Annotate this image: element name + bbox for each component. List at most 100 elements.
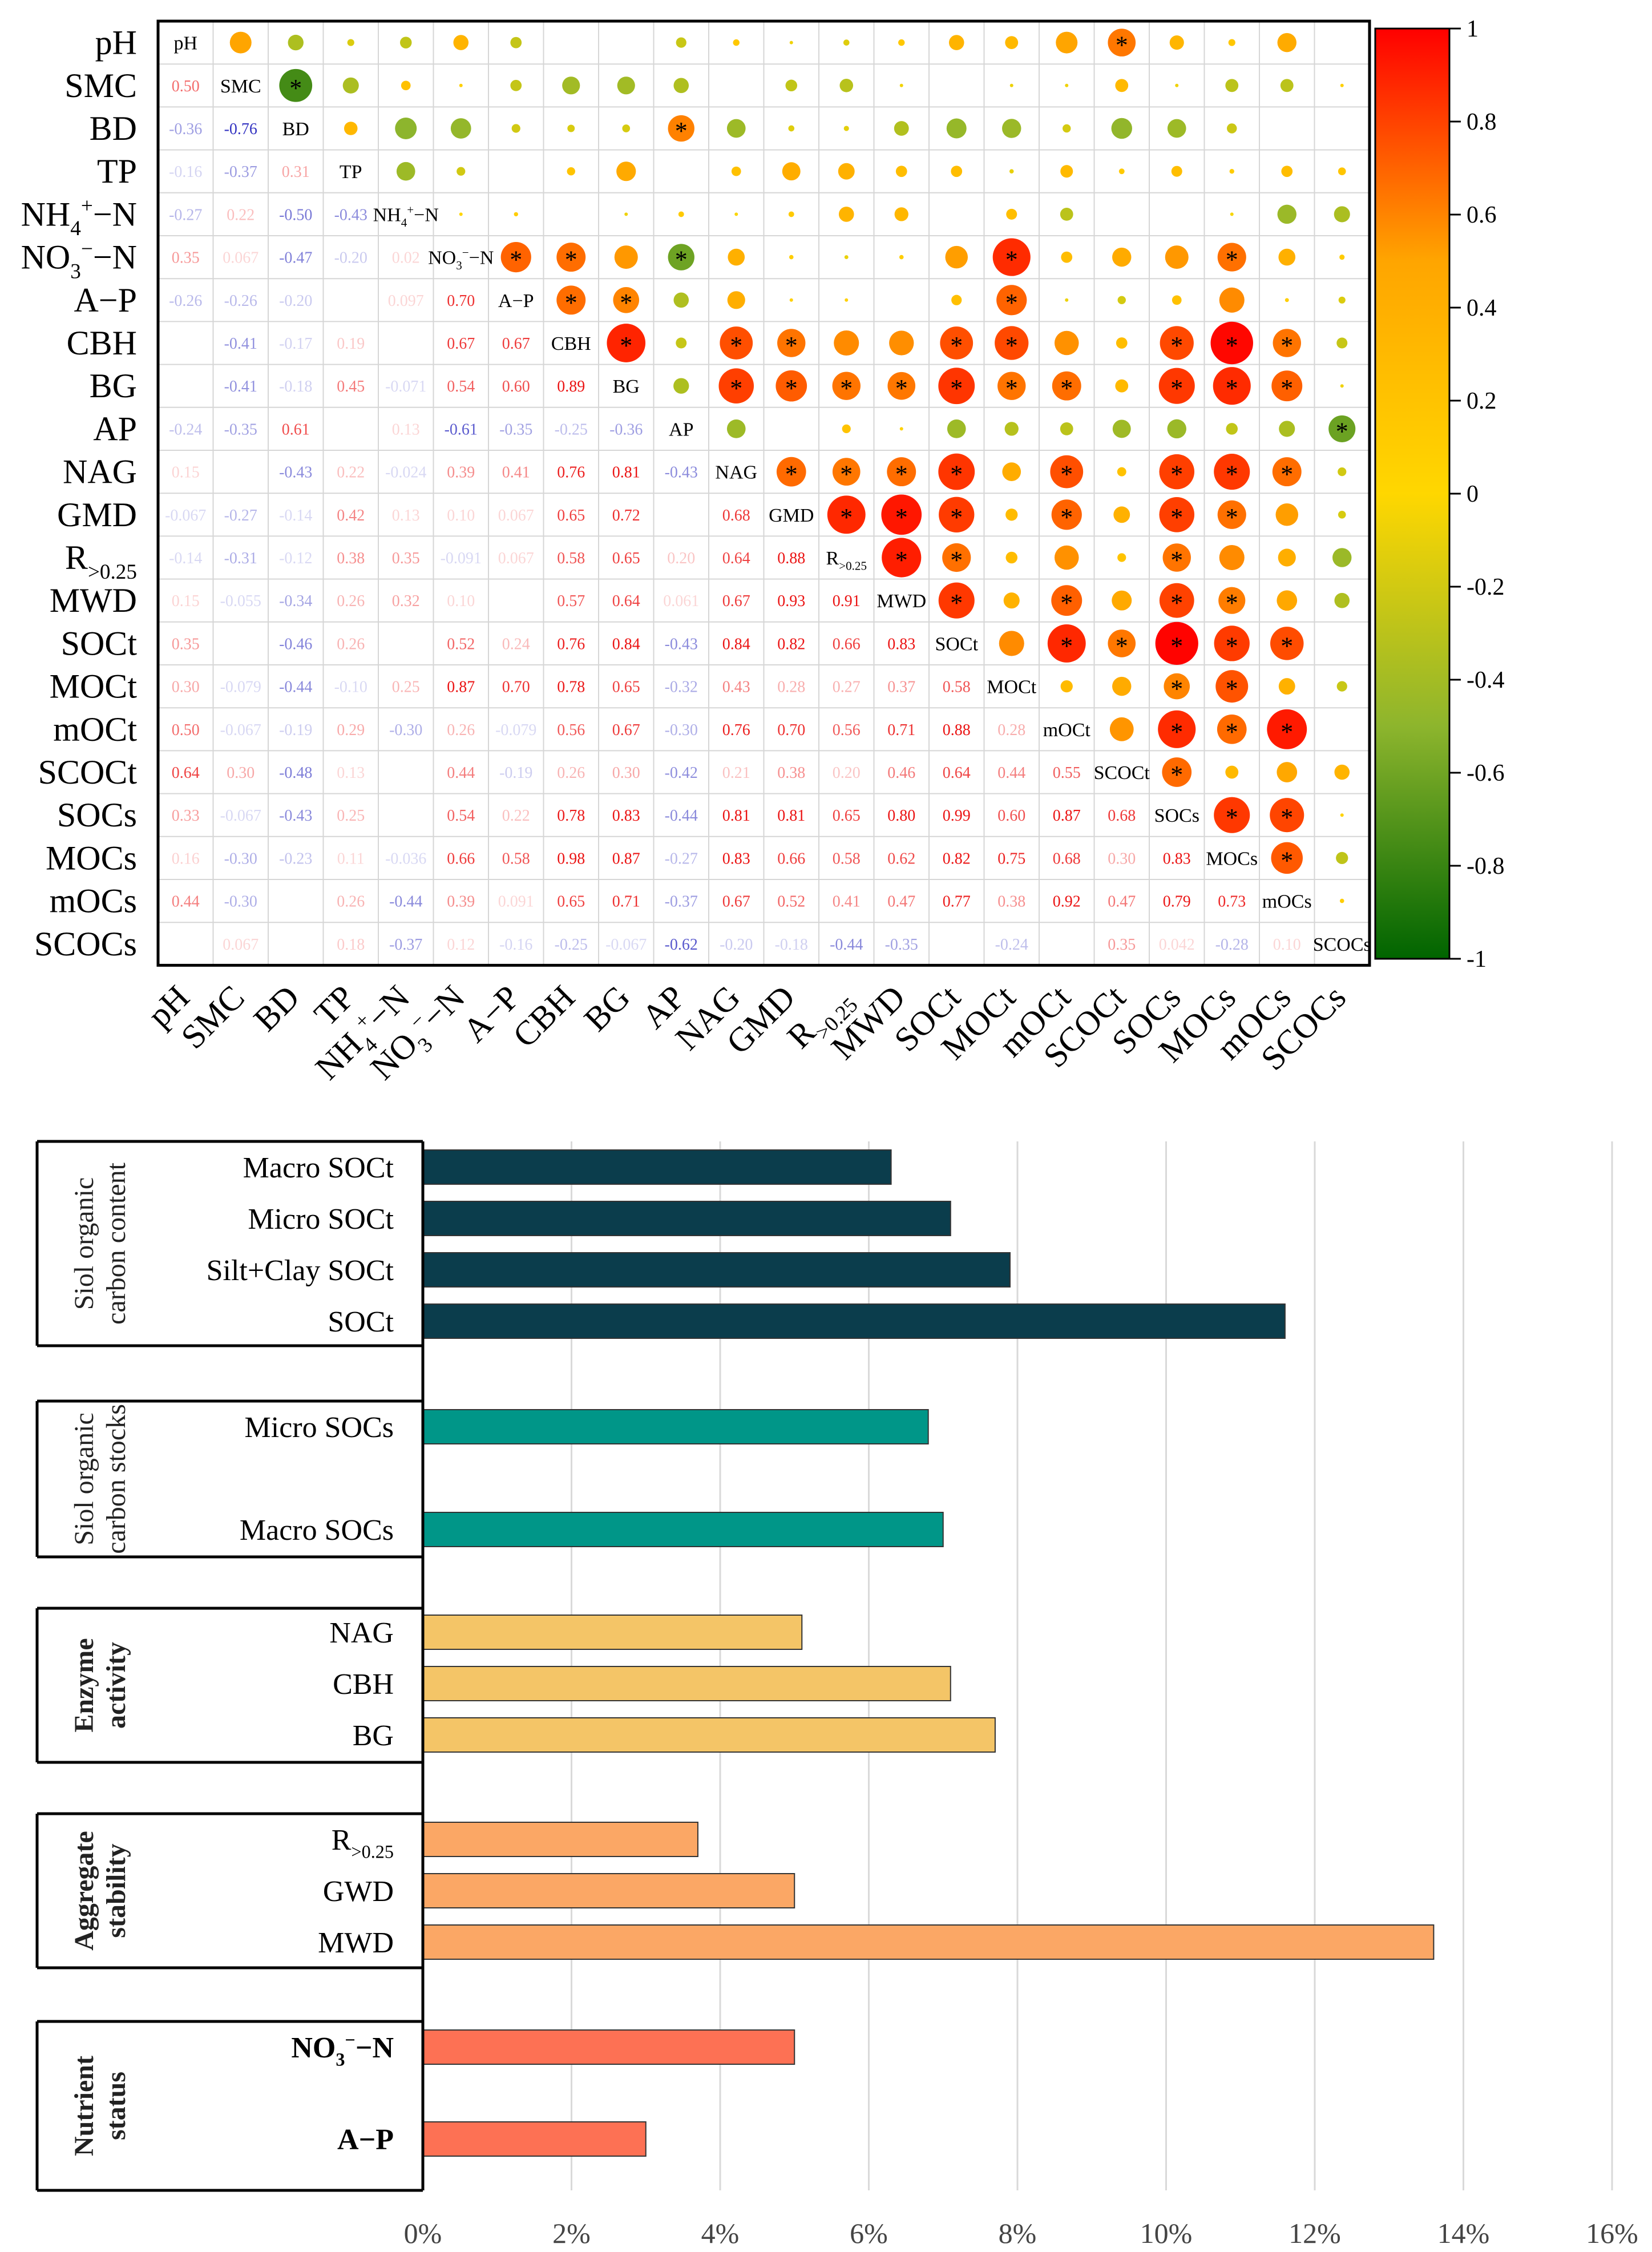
- colorbar: 1 0.8 0.6 0.4 0.2 0 -0.2 -0.4 -0.6 -0.8 -1: [1374, 16, 1505, 972]
- correlation-value: -0.61: [445, 421, 478, 438]
- correlation-circle: [718, 368, 754, 403]
- correlation-circle: [947, 419, 966, 438]
- correlation-circle: [1116, 337, 1128, 349]
- diagonal-label: TP: [340, 162, 362, 183]
- row-label: SMC: [64, 67, 137, 104]
- correlation-value: 0.35: [392, 550, 420, 567]
- correlation-circle: [1270, 798, 1304, 833]
- correlation-value: 0.73: [1218, 893, 1246, 911]
- colorbar-tick-label: 0.2: [1467, 388, 1497, 414]
- significance-marker: *: [1226, 718, 1238, 746]
- correlation-circle: [347, 39, 354, 46]
- correlation-value: 0.65: [557, 507, 585, 524]
- correlation-value: 0.70: [502, 679, 530, 696]
- correlation-circle: [939, 497, 975, 532]
- importance-bar-chart: 0% 2% 4% 6% 8% 10% 12% 14% 16%Siol organiccarbon…: [35, 1140, 1638, 2249]
- correlation-value: -0.44: [389, 893, 422, 911]
- correlation-value: 0.30: [172, 679, 200, 696]
- label-part: 3: [456, 259, 462, 272]
- correlation-circle: [945, 245, 968, 269]
- correlation-value: -0.43: [665, 635, 698, 653]
- correlation-circle: [1060, 680, 1073, 693]
- correlation-circle: [775, 370, 807, 402]
- correlation-circle: [1169, 35, 1184, 50]
- correlation-value: -0.067: [220, 807, 261, 825]
- row-label: BD: [90, 110, 137, 147]
- correlation-circle: [1280, 79, 1294, 92]
- significance-marker: *: [1226, 503, 1238, 531]
- significance-marker: *: [1226, 804, 1238, 832]
- correlation-circle: [1004, 422, 1019, 436]
- correlation-circle: [838, 207, 854, 222]
- correlation-circle: [1334, 764, 1350, 780]
- label-part: R: [826, 548, 839, 569]
- correlation-circle: [1217, 500, 1246, 529]
- correlation-value: -0.071: [385, 378, 426, 395]
- x-tick-label: 16%: [1586, 2217, 1638, 2249]
- correlation-circle: [844, 255, 849, 260]
- correlation-value: 0.26: [337, 893, 365, 911]
- bar: [422, 1873, 795, 1908]
- correlation-value: 0.76: [722, 721, 750, 739]
- row-label: NAG: [63, 453, 137, 491]
- correlation-circle: [827, 495, 866, 534]
- correlation-circle: [613, 287, 640, 313]
- diagonal-label: MOCt: [987, 677, 1036, 698]
- correlation-circle: [668, 244, 694, 271]
- significance-marker: *: [840, 461, 853, 489]
- row-label: MWD: [50, 582, 137, 619]
- correlation-value: 0.41: [502, 464, 530, 482]
- correlation-circle: [1009, 169, 1014, 174]
- correlation-circle: [1336, 337, 1348, 349]
- correlation-value: 0.68: [722, 507, 750, 524]
- correlation-circle: [1115, 379, 1129, 393]
- correlation-circle: [567, 167, 575, 176]
- correlation-value: -0.62: [665, 936, 698, 954]
- correlation-value: -0.17: [279, 335, 312, 353]
- correlation-circle: [899, 427, 903, 431]
- correlation-value: 0.83: [722, 850, 750, 867]
- correlation-value: 0.67: [502, 335, 530, 353]
- correlation-circle: [1277, 204, 1296, 224]
- correlation-value: -0.14: [279, 507, 312, 524]
- bar: [422, 1615, 803, 1650]
- correlation-circle: [1155, 621, 1198, 665]
- correlation-circle: [562, 76, 580, 95]
- significance-marker: *: [510, 246, 522, 274]
- correlation-value: -0.19: [279, 721, 312, 739]
- correlation-value: 0.58: [557, 550, 585, 567]
- correlation-value: 0.52: [447, 635, 475, 653]
- correlation-circle: [1005, 36, 1019, 49]
- correlation-value: 0.62: [887, 850, 915, 867]
- correlation-circle: [1210, 321, 1253, 365]
- correlation-circle: [995, 326, 1029, 360]
- correlation-value: 0.11: [337, 850, 365, 867]
- correlation-value: -0.43: [279, 807, 312, 825]
- correlation-value: 0.60: [502, 378, 530, 395]
- correlation-circle: [1112, 590, 1132, 611]
- row-label: MOCs: [46, 839, 137, 877]
- label-part: 4: [401, 216, 407, 229]
- correlation-circle: [399, 37, 412, 49]
- colorbar-tick-label: 0.4: [1467, 295, 1497, 321]
- correlation-circle: [727, 291, 745, 309]
- correlation-circle: [889, 330, 914, 356]
- diagonal-label: mOCs: [1262, 891, 1312, 913]
- correlation-circle: [457, 167, 466, 176]
- correlation-circle: [1167, 119, 1186, 138]
- x-tick-label: 4%: [701, 2217, 740, 2249]
- correlation-circle: [1054, 545, 1079, 570]
- significance-marker: *: [1226, 589, 1238, 617]
- correlation-value: -0.091: [441, 550, 482, 567]
- colorbar-tick-label: 0.6: [1467, 202, 1497, 228]
- correlation-circle: [842, 424, 851, 434]
- label-part: NO: [21, 239, 71, 276]
- correlation-value: -0.079: [220, 679, 261, 696]
- correlation-value: 0.26: [447, 721, 475, 739]
- row-label: NH4+−N: [21, 195, 137, 241]
- significance-marker: *: [675, 117, 688, 145]
- label-part: >0.25: [351, 1842, 394, 1862]
- correlation-circle: [1278, 678, 1295, 695]
- correlation-circle: [938, 368, 975, 405]
- correlation-circle: [1277, 762, 1298, 782]
